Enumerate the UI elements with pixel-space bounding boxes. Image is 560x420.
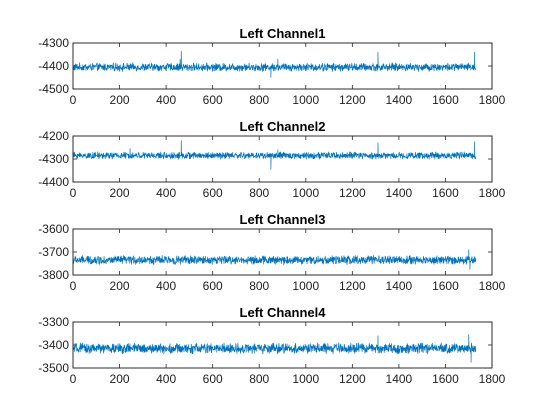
y-tick-label: -3300 bbox=[38, 315, 69, 329]
x-tick-label: 200 bbox=[110, 186, 130, 200]
x-tick-label: 400 bbox=[156, 93, 176, 107]
x-tick-label: 1400 bbox=[386, 186, 413, 200]
x-tick-label: 1600 bbox=[432, 186, 459, 200]
x-tick-label: 800 bbox=[249, 279, 269, 293]
plot-frame bbox=[72, 42, 493, 90]
chart-title: Left Channel2 bbox=[240, 119, 326, 134]
y-tick-label: -3800 bbox=[38, 268, 69, 282]
x-tick-label: 1600 bbox=[432, 279, 459, 293]
y-tick-label: -3700 bbox=[38, 245, 69, 259]
series-line bbox=[72, 140, 477, 170]
x-tick-label: 1000 bbox=[292, 186, 319, 200]
subplot-3: Left Channel3 0 200 400 600 800 1000 1200 1400 16… bbox=[38, 212, 505, 293]
plot-frame bbox=[72, 321, 493, 369]
y-tick-label: -4300 bbox=[38, 36, 69, 50]
x-tick-label: 1200 bbox=[339, 372, 366, 386]
chart-title: Left Channel4 bbox=[240, 305, 327, 320]
y-tick-label: -4300 bbox=[38, 152, 69, 166]
x-tick-label: 1200 bbox=[339, 279, 366, 293]
x-tick-label: 600 bbox=[203, 372, 223, 386]
y-tick-label: -4200 bbox=[38, 129, 69, 143]
x-tick-label: 0 bbox=[70, 93, 77, 107]
x-tick-label: 200 bbox=[110, 279, 130, 293]
x-tick-label: 1400 bbox=[386, 372, 413, 386]
y-tick-label: -4500 bbox=[38, 82, 69, 96]
x-tick-label: 0 bbox=[70, 186, 77, 200]
x-tick-label: 600 bbox=[203, 93, 223, 107]
x-tick-label: 1600 bbox=[432, 93, 459, 107]
x-tick-label: 1800 bbox=[479, 279, 506, 293]
x-tick-label: 0 bbox=[70, 279, 77, 293]
x-tick-label: 0 bbox=[70, 372, 77, 386]
x-tick-label: 200 bbox=[110, 93, 130, 107]
subplot-1: Left Channel1 0 200 400 600 800 1000 1200 1400 16… bbox=[38, 26, 505, 107]
x-tick-label: 400 bbox=[156, 186, 176, 200]
y-tick-label: -3600 bbox=[38, 222, 69, 236]
subplot-4: Left Channel4 0 200 400 600 800 1000 1200 1400 16… bbox=[38, 305, 505, 386]
x-tick-label: 800 bbox=[249, 372, 269, 386]
x-tick-label: 1800 bbox=[479, 372, 506, 386]
x-tick-label: 600 bbox=[203, 279, 223, 293]
chart-title: Left Channel3 bbox=[240, 212, 326, 227]
plot-area bbox=[72, 228, 493, 276]
x-tick-label: 1200 bbox=[339, 186, 366, 200]
y-tick-label: -4400 bbox=[38, 59, 69, 73]
x-tick-label: 800 bbox=[249, 186, 269, 200]
series-line bbox=[72, 334, 477, 363]
plot-frame bbox=[72, 228, 493, 276]
x-tick-label: 1000 bbox=[292, 93, 319, 107]
x-tick-label: 1400 bbox=[386, 93, 413, 107]
x-tick-label: 1000 bbox=[292, 372, 319, 386]
y-tick-label: -4400 bbox=[38, 175, 69, 189]
y-tick-label: -3400 bbox=[38, 338, 69, 352]
x-tick-label: 1200 bbox=[339, 93, 366, 107]
chart-title: Left Channel1 bbox=[240, 26, 326, 41]
series-line bbox=[72, 249, 477, 270]
x-tick-label: 400 bbox=[156, 279, 176, 293]
plot-frame bbox=[72, 135, 493, 183]
x-tick-label: 1000 bbox=[292, 279, 319, 293]
x-tick-label: 1800 bbox=[479, 93, 506, 107]
x-tick-label: 400 bbox=[156, 372, 176, 386]
subplot-2: Left Channel2 0 200 400 600 800 1000 1200 1400 16… bbox=[38, 119, 505, 200]
y-tick-label: -3500 bbox=[38, 361, 69, 375]
x-tick-label: 1400 bbox=[386, 279, 413, 293]
x-tick-label: 1800 bbox=[479, 186, 506, 200]
series-line bbox=[72, 50, 477, 78]
x-tick-label: 600 bbox=[203, 186, 223, 200]
x-tick-label: 800 bbox=[249, 93, 269, 107]
x-tick-label: 1600 bbox=[432, 372, 459, 386]
x-tick-label: 200 bbox=[110, 372, 130, 386]
